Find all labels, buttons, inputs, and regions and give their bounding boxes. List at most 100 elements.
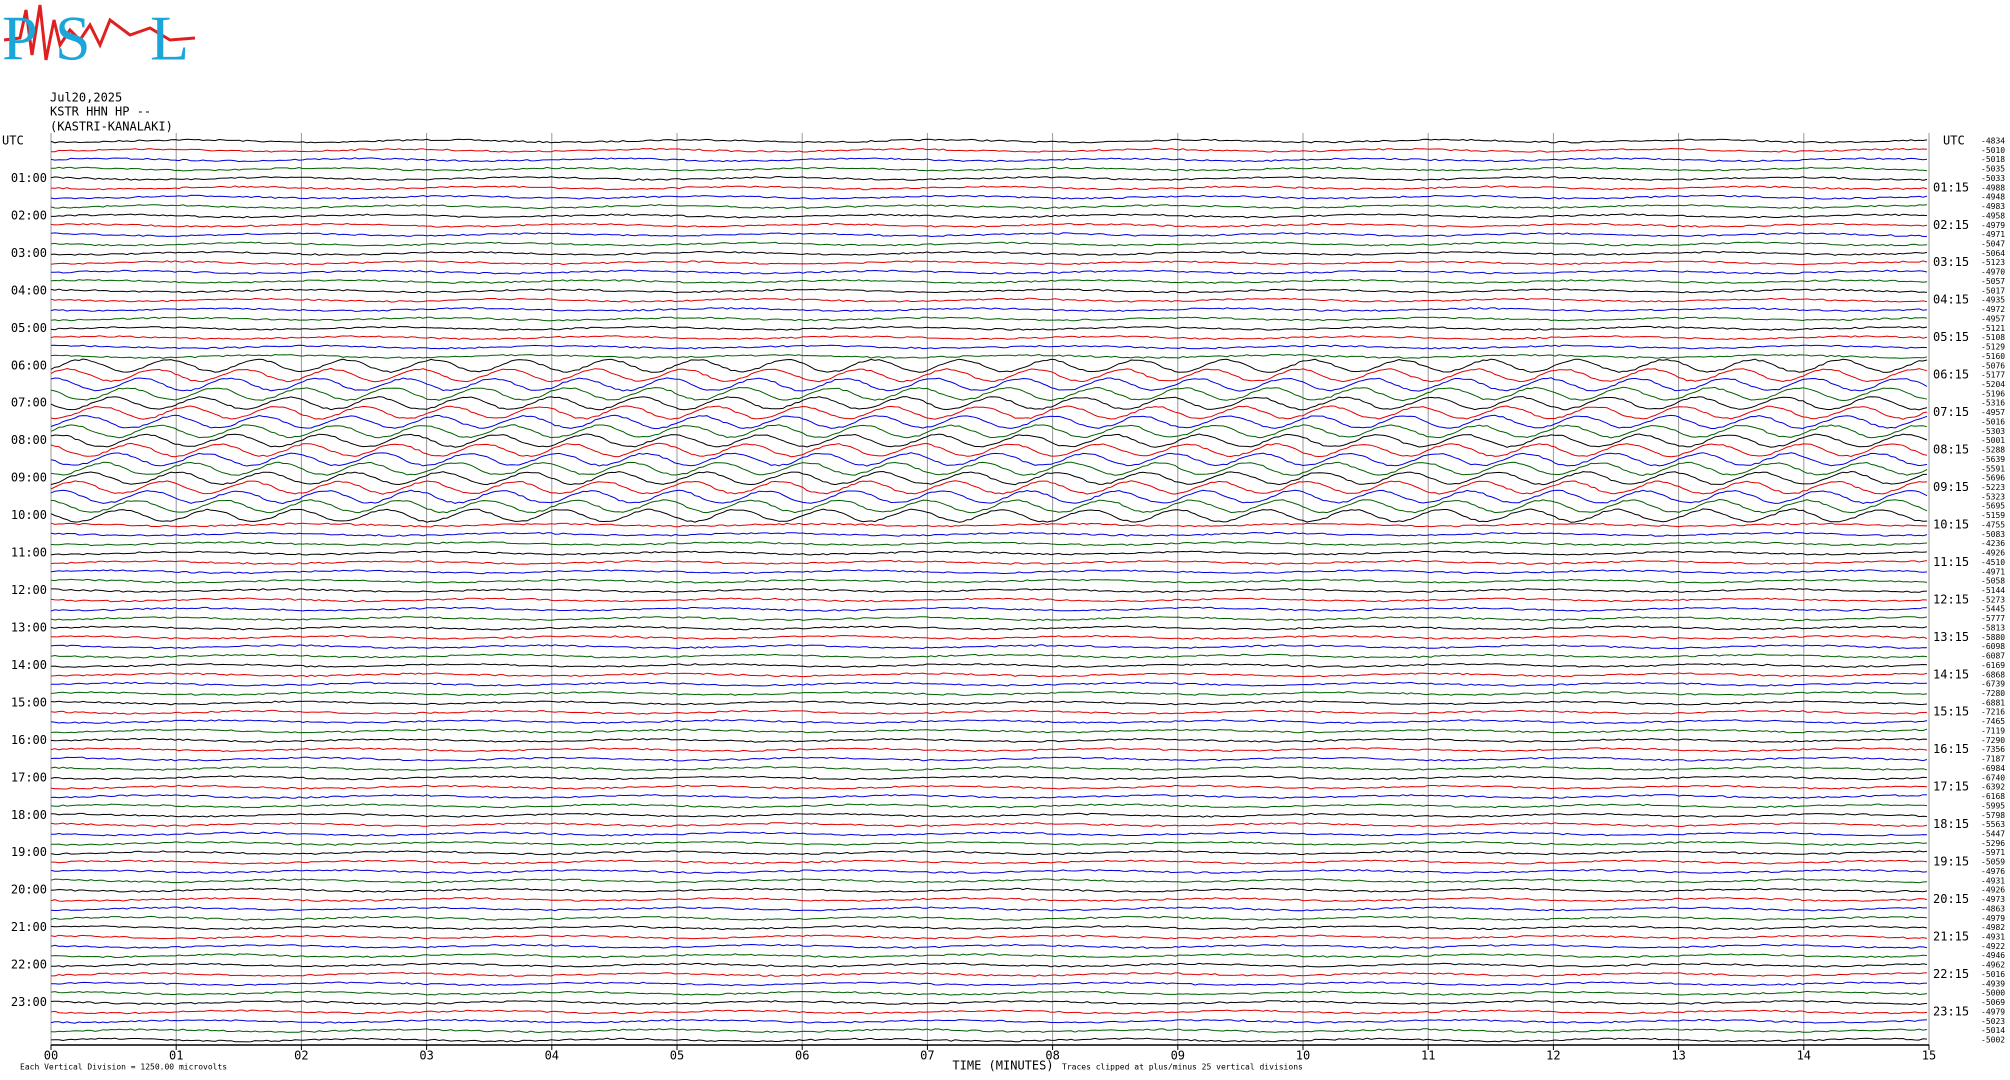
trace <box>50 990 1928 996</box>
x-tick-label: 03 <box>419 1049 433 1063</box>
x-tick-label: 06 <box>795 1049 809 1063</box>
offset-label: -5121 <box>1981 324 2005 333</box>
trace <box>50 597 1928 603</box>
x-tick-label: 09 <box>1171 1049 1185 1063</box>
offset-label: -7187 <box>1981 755 2005 764</box>
hour-label: 06:00 <box>11 358 47 372</box>
hour-label: 10:15 <box>1933 517 1969 531</box>
offset-label: -6868 <box>1981 670 2005 679</box>
logo-letter: L <box>150 3 189 74</box>
trace <box>51 588 1928 593</box>
trace <box>50 470 1928 486</box>
trace <box>50 709 1928 715</box>
trace <box>50 424 1928 439</box>
trace <box>51 269 1928 275</box>
x-tick-label: 11 <box>1421 1049 1435 1063</box>
trace <box>50 953 1928 959</box>
offset-label: -5033 <box>1981 174 2005 183</box>
trace <box>50 461 1928 477</box>
trace <box>50 794 1928 799</box>
hour-label: 21:00 <box>11 920 47 934</box>
offset-label: -5001 <box>1981 436 2005 445</box>
offset-label: -6984 <box>1981 764 2005 773</box>
trace <box>51 213 1928 219</box>
trace <box>50 307 1928 312</box>
hour-label: 01:00 <box>11 171 47 185</box>
trace <box>50 1018 1928 1024</box>
offset-label: -5016 <box>1981 417 2005 426</box>
x-tick-label: 08 <box>1045 1049 1059 1063</box>
trace <box>50 784 1928 790</box>
hour-label: 15:15 <box>1933 705 1969 719</box>
trace <box>50 531 1928 537</box>
offset-label: -7280 <box>1981 689 2005 698</box>
hour-label: 10:00 <box>11 508 47 522</box>
trace <box>50 232 1928 238</box>
trace <box>50 204 1928 210</box>
trace <box>50 1009 1928 1015</box>
right-corner: UTC <box>1943 134 1965 148</box>
offset-label: -5639 <box>1981 455 2005 464</box>
hour-label: 17:00 <box>11 770 47 784</box>
trace <box>50 316 1928 322</box>
offset-label: -4946 <box>1981 951 2005 960</box>
trace <box>50 452 1928 467</box>
x-tick-label: 14 <box>1797 1049 1811 1063</box>
trace <box>50 335 1928 341</box>
trace <box>50 878 1928 884</box>
offset-label: -4958 <box>1981 211 2005 220</box>
x-axis-title: TIME (MINUTES) <box>952 1059 1053 1073</box>
offset-label: -4948 <box>1981 193 2005 202</box>
offset-label: -5696 <box>1981 474 2005 483</box>
hour-label: 16:00 <box>11 733 47 747</box>
offset-label: -5880 <box>1981 633 2005 642</box>
hour-label: 16:15 <box>1933 742 1969 756</box>
hour-label: 05:00 <box>11 321 47 335</box>
x-tick-label: 15 <box>1922 1049 1936 1063</box>
trace <box>50 765 1928 771</box>
x-tick-label: 07 <box>920 1049 934 1063</box>
offset-label: -5223 <box>1981 483 2005 492</box>
offset-label: -5144 <box>1981 586 2005 595</box>
offset-label: -4510 <box>1981 558 2005 567</box>
offset-label: -4957 <box>1981 408 2005 417</box>
offset-label: -5591 <box>1981 464 2005 473</box>
hour-label: 02:00 <box>11 208 47 222</box>
hour-label: 15:00 <box>11 695 47 709</box>
hour-label: 02:15 <box>1933 218 1969 232</box>
trace <box>50 691 1928 696</box>
trace <box>50 906 1927 912</box>
trace <box>50 508 1928 523</box>
offset-label: -5047 <box>1981 240 2005 249</box>
trace <box>50 850 1928 856</box>
offset-label: -4972 <box>1981 305 2005 314</box>
offset-label: -5447 <box>1981 829 2005 838</box>
trace <box>50 934 1928 940</box>
trace <box>50 442 1928 458</box>
trace <box>50 522 1928 528</box>
offset-label: -5014 <box>1981 1026 2005 1035</box>
hour-label: 19:15 <box>1933 855 1969 869</box>
offset-label: -5813 <box>1981 623 2005 632</box>
trace <box>51 147 1928 153</box>
trace <box>50 260 1928 266</box>
trace <box>50 868 1928 874</box>
hour-label: 06:15 <box>1933 368 1969 382</box>
trace <box>50 653 1928 659</box>
offset-label: -4971 <box>1981 230 2005 239</box>
offset-label: -4979 <box>1981 1007 2005 1016</box>
trace <box>50 606 1927 612</box>
offset-label: -5002 <box>1981 1036 2005 1045</box>
hour-label: 22:15 <box>1933 967 1969 981</box>
hour-label: 23:15 <box>1933 1004 1969 1018</box>
offset-label: -4979 <box>1981 221 2005 230</box>
trace <box>50 775 1928 781</box>
left-corner: UTC <box>2 134 24 148</box>
hour-label: 12:15 <box>1933 592 1969 606</box>
trace <box>50 498 1928 514</box>
site: (KASTRI-KANALAKI) <box>50 120 173 134</box>
hour-label: 14:15 <box>1933 667 1969 681</box>
trace <box>50 250 1928 256</box>
offset-label: -5083 <box>1981 530 2005 539</box>
